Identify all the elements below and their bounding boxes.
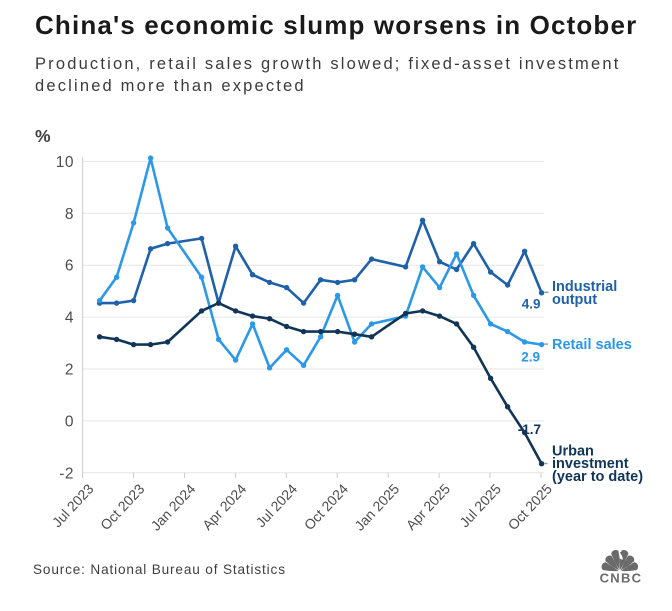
svg-text:Apr 2024: Apr 2024 [199,480,250,533]
svg-text:0: 0 [65,413,74,430]
svg-text:(year to date): (year to date) [552,469,643,485]
svg-text:4.9: 4.9 [522,297,541,312]
svg-text:Jul 2024: Jul 2024 [252,480,300,530]
svg-text:investment: investment [552,456,629,472]
svg-text:Oct 2025: Oct 2025 [505,480,556,533]
svg-text:2: 2 [65,362,74,379]
svg-text:CNBC: CNBC [600,571,643,586]
svg-text:Oct 2023: Oct 2023 [97,480,148,533]
svg-text:6: 6 [65,258,74,275]
svg-text:2.9: 2.9 [521,349,540,364]
svg-text:8: 8 [65,206,74,223]
svg-text:Urban: Urban [552,444,594,460]
svg-text:-2: -2 [59,465,74,482]
svg-text:Jul 2025: Jul 2025 [456,480,504,530]
svg-text:Industrial: Industrial [552,279,617,295]
svg-text:output: output [552,292,597,308]
svg-text:Apr 2025: Apr 2025 [403,480,454,533]
svg-text:10: 10 [56,154,74,171]
svg-text:4: 4 [65,310,74,327]
svg-text:Jan 2025: Jan 2025 [351,480,402,533]
svg-text:Oct 2024: Oct 2024 [301,480,352,533]
svg-text:Jul 2023: Jul 2023 [49,480,97,530]
svg-text:Jan 2024: Jan 2024 [148,480,199,533]
svg-text:-1.7: -1.7 [518,422,541,437]
svg-text:Retail sales: Retail sales [552,337,632,353]
